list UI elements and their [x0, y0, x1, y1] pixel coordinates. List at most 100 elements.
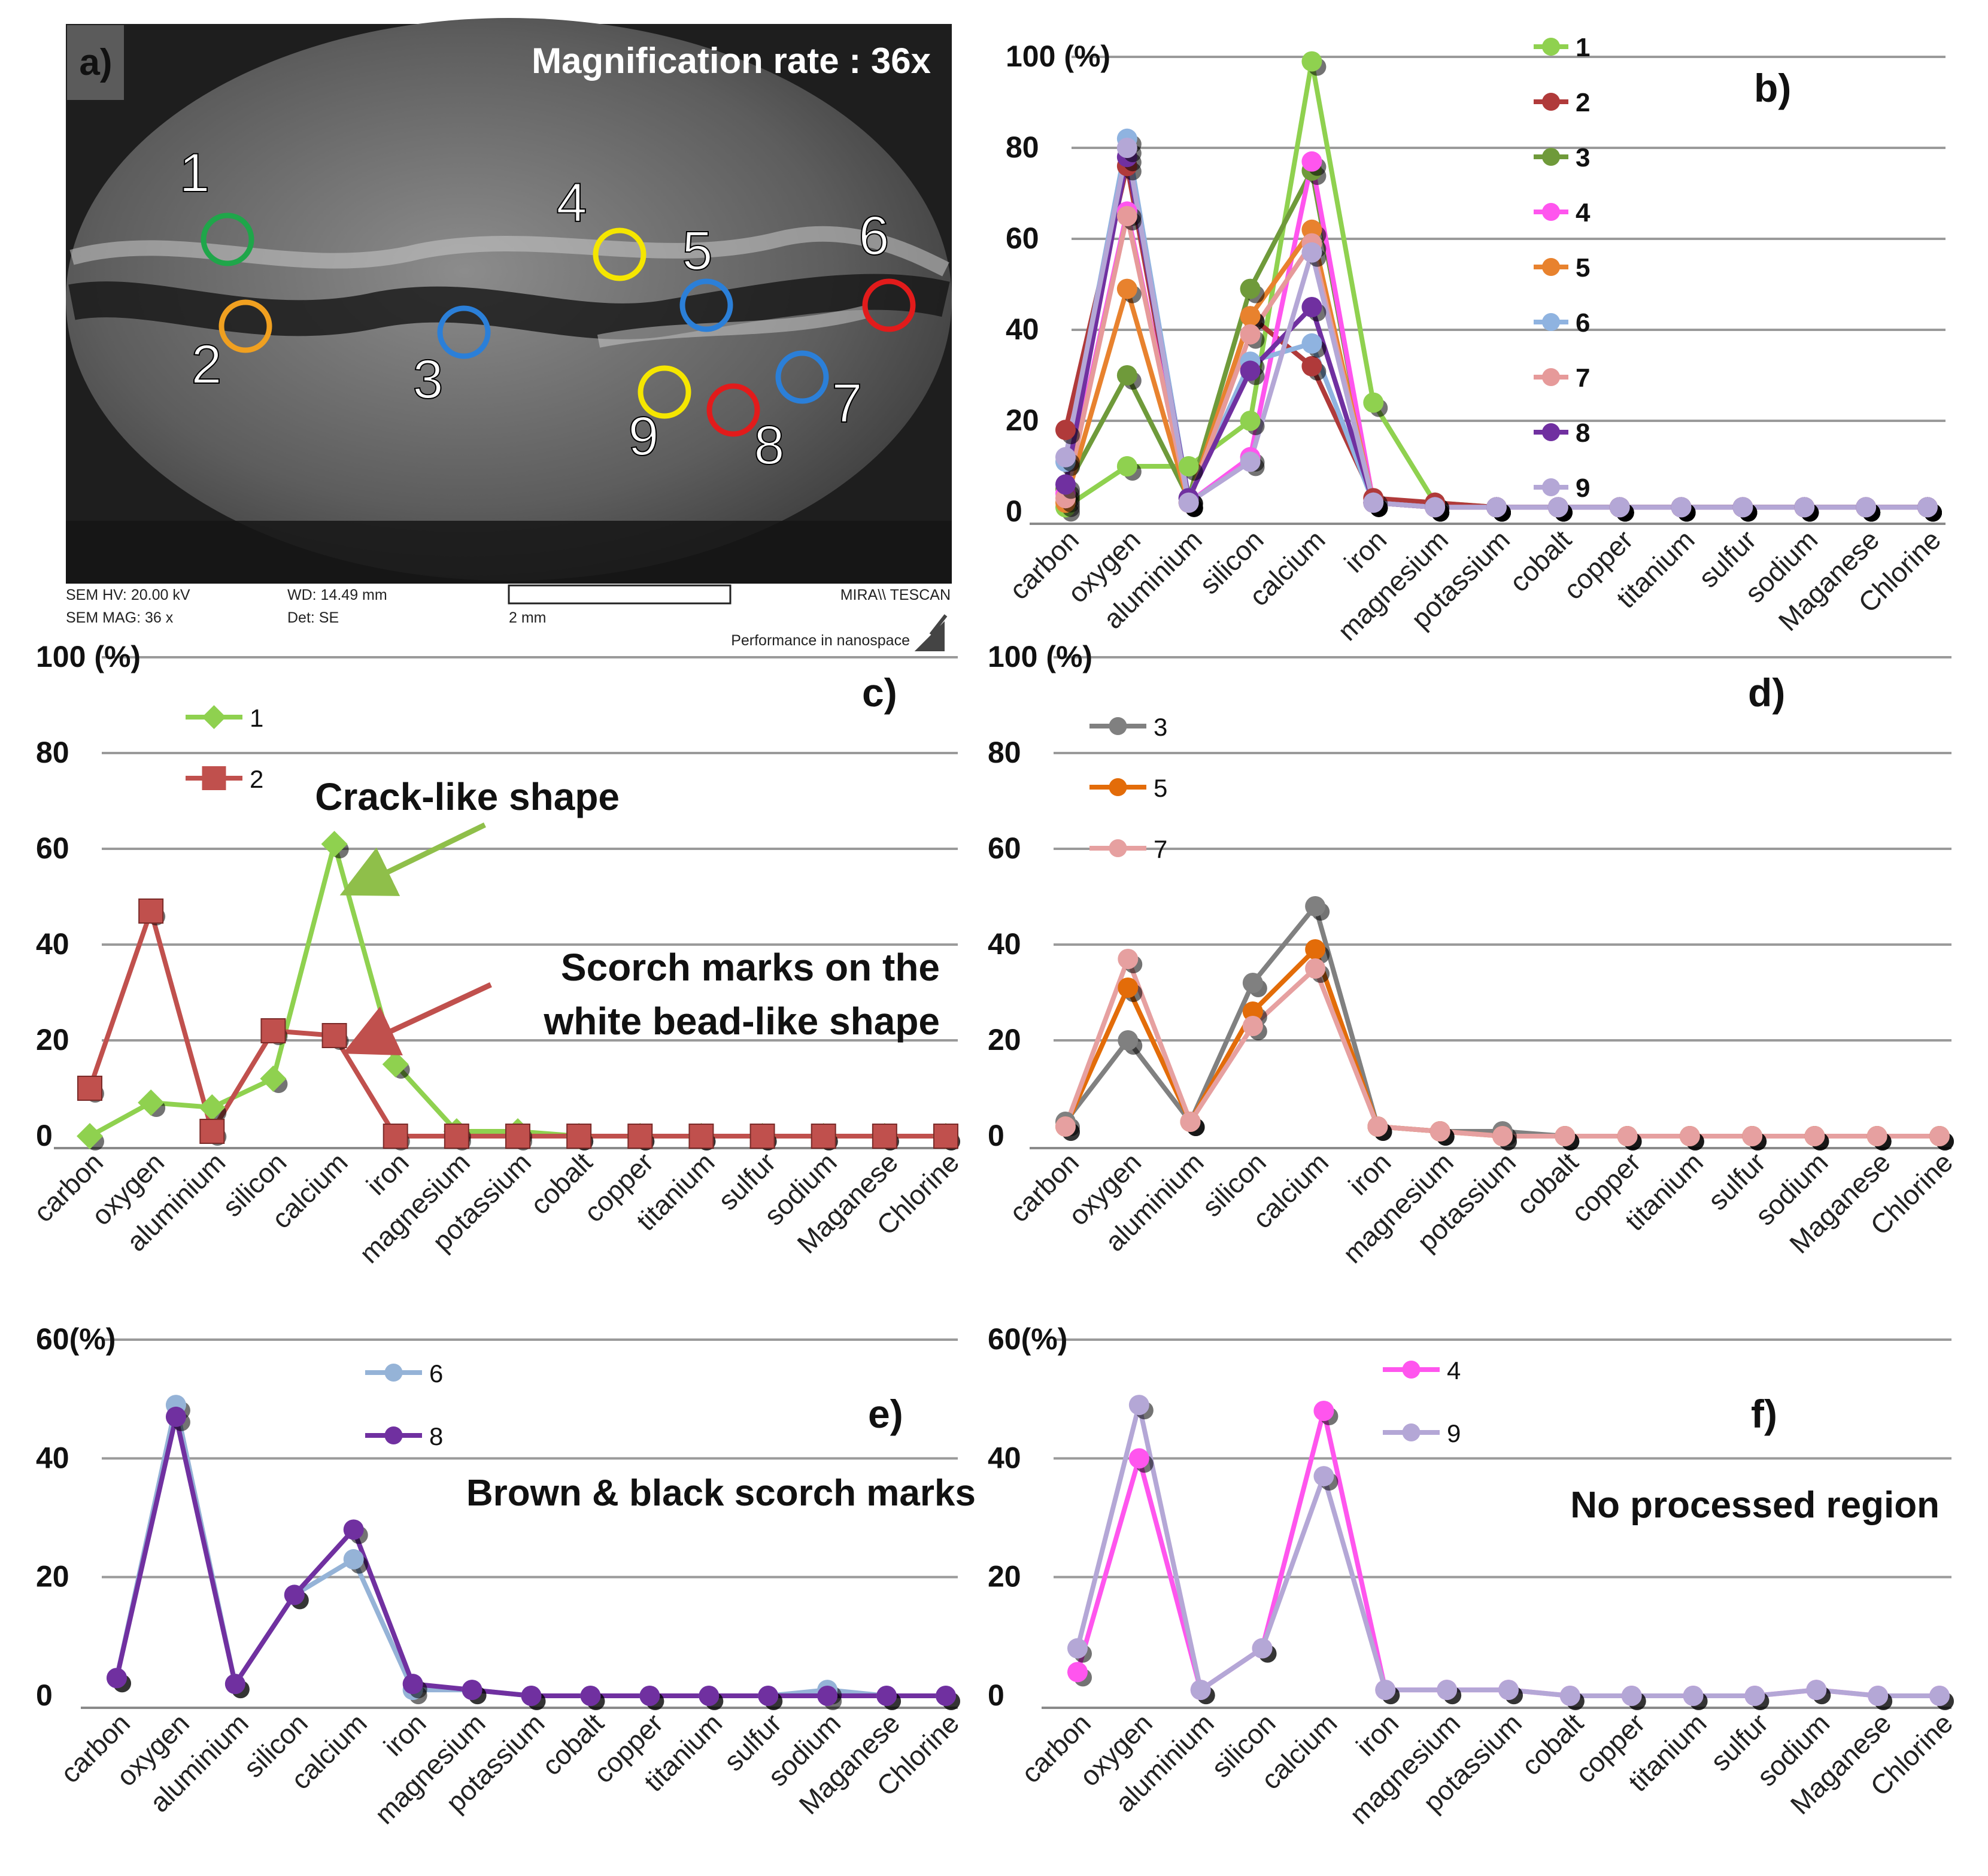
- y-tick-label-e-0: 0: [36, 1678, 53, 1712]
- point-b-7-3: [1240, 324, 1261, 345]
- point-b-9-8: [1547, 497, 1568, 518]
- point-f-9-10: [1683, 1686, 1704, 1706]
- point-b-8-4: [1301, 297, 1322, 317]
- sem-processed-groove: [68, 274, 950, 339]
- point-d-3-3: [1242, 973, 1263, 993]
- legend-label-e-8: 8: [429, 1422, 443, 1450]
- point-f-9-9: [1621, 1686, 1642, 1706]
- point-c-2-6: [444, 1124, 469, 1149]
- point-d-3-1: [1118, 1030, 1139, 1051]
- series-line-b-8: [1063, 154, 1928, 510]
- point-b-1-4: [1301, 51, 1322, 72]
- point-b-2-4: [1301, 356, 1322, 377]
- annotation-arrow-c-0: [339, 822, 486, 896]
- point-b-9-11: [1732, 497, 1753, 518]
- legend-label-b-9: 9: [1576, 473, 1590, 503]
- sem-marker-label-4: 4: [556, 172, 587, 233]
- sem-marker-circle-9: [638, 365, 691, 419]
- y-tick-label-b-4: 80: [1006, 130, 1039, 164]
- y-tick-label-c-3: 60: [36, 831, 69, 865]
- point-b-1-2: [1178, 456, 1199, 476]
- chart-panel-e: 0204060(%)carbonoxygenaluminiumsiliconca…: [36, 1322, 976, 1830]
- point-c-2-7: [505, 1124, 530, 1149]
- series-line-b-3: [1063, 168, 1928, 510]
- series-line-b-9: [1063, 145, 1928, 510]
- point-b-9-6: [1425, 497, 1446, 518]
- point-d-7-6: [1429, 1121, 1450, 1142]
- sem-marker-label-6: 6: [858, 205, 889, 266]
- sem-wd: WD: 14.49 mm: [287, 587, 387, 603]
- sem-tagline: Performance in nanospace: [731, 632, 910, 649]
- legend-marker-d-3: [1109, 717, 1127, 735]
- legend-label-d-7: 7: [1154, 835, 1167, 863]
- sem-marker-layer: 1 2 3 4 5 6 78 9: [178, 142, 916, 476]
- series-line-f-9: [1075, 1403, 1940, 1698]
- annotation-c-2: white bead-like shape: [543, 1000, 940, 1043]
- series-line-b-2: [1063, 163, 1928, 510]
- point-d-7-13: [1866, 1126, 1887, 1146]
- sem-marker-circle-3: [437, 305, 491, 359]
- point-f-9-1: [1128, 1395, 1149, 1416]
- point-b-1-3: [1240, 411, 1261, 431]
- point-b-5-3: [1240, 306, 1261, 327]
- legend-label-d-3: 3: [1154, 713, 1167, 741]
- point-d-7-14: [1929, 1126, 1950, 1146]
- sem-marker-circle-5: [679, 278, 733, 332]
- y-tick-label-e-3: 60(%): [36, 1322, 116, 1356]
- legend-marker-b-1: [1542, 38, 1560, 56]
- y-tick-label-f-2: 40: [988, 1441, 1021, 1474]
- point-c-2-14: [933, 1124, 958, 1149]
- legend-label-b-7: 7: [1576, 363, 1590, 393]
- x-tick-label-d-5: iron: [1342, 1146, 1397, 1201]
- legend-label-b-3: 3: [1576, 143, 1590, 172]
- point-d-5-3: [1242, 1001, 1263, 1022]
- point-b-9-1: [1116, 138, 1137, 158]
- point-c-2-3: [260, 1018, 286, 1043]
- point-b-9-14: [1917, 497, 1938, 518]
- point-b-9-7: [1486, 497, 1507, 518]
- legend-marker-b-4: [1542, 203, 1560, 221]
- y-tick-label-d-1: 20: [988, 1023, 1021, 1057]
- point-e-8-6: [462, 1680, 482, 1701]
- point-f-9-14: [1929, 1686, 1950, 1706]
- sem-marker-circle-7: [775, 350, 829, 404]
- point-f-9-8: [1559, 1686, 1580, 1706]
- point-e-8-4: [343, 1519, 364, 1540]
- point-b-9-9: [1609, 497, 1630, 518]
- point-d-7-8: [1555, 1126, 1576, 1146]
- y-tick-label-d-5: 100 (%): [988, 640, 1092, 673]
- point-e-8-5: [402, 1674, 423, 1695]
- point-c-1-5: [382, 1051, 409, 1077]
- y-tick-label-c-2: 40: [36, 927, 69, 961]
- sem-marker-label-3: 3: [412, 349, 443, 410]
- y-tick-label-f-1: 20: [988, 1560, 1021, 1593]
- y-tick-label-d-2: 40: [988, 927, 1021, 961]
- sem-panel-label: a): [79, 42, 112, 83]
- tescan-logo-icon: [914, 614, 948, 651]
- y-tick-label-b-5: 100 (%): [1006, 40, 1110, 73]
- series-line-c-1: [89, 842, 946, 1139]
- series-line-b-4: [1063, 159, 1928, 510]
- point-e-8-13: [876, 1686, 897, 1706]
- y-tick-label-e-2: 40: [36, 1441, 69, 1474]
- y-tick-label-b-3: 60: [1006, 221, 1039, 255]
- point-c-2-8: [566, 1124, 592, 1149]
- legend-label-f-4: 4: [1447, 1356, 1461, 1385]
- legend-marker-e-6: [384, 1364, 403, 1382]
- legend-marker-b-9: [1542, 478, 1560, 496]
- point-f-9-13: [1868, 1686, 1889, 1706]
- series-line-d-7: [1063, 957, 1940, 1139]
- legend-marker-c-2: [202, 766, 226, 790]
- point-e-8-1: [165, 1406, 186, 1427]
- point-d-7-11: [1742, 1126, 1763, 1146]
- x-tick-label-f-5: iron: [1350, 1707, 1404, 1762]
- chart-panel-f: 0204060(%)carbonoxygenaluminiumsiliconca…: [988, 1322, 1959, 1830]
- point-b-9-4: [1301, 242, 1322, 263]
- point-d-7-12: [1804, 1126, 1825, 1146]
- point-c-2-9: [627, 1124, 653, 1149]
- point-b-9-13: [1856, 497, 1877, 518]
- legend-label-c-1: 1: [250, 704, 263, 732]
